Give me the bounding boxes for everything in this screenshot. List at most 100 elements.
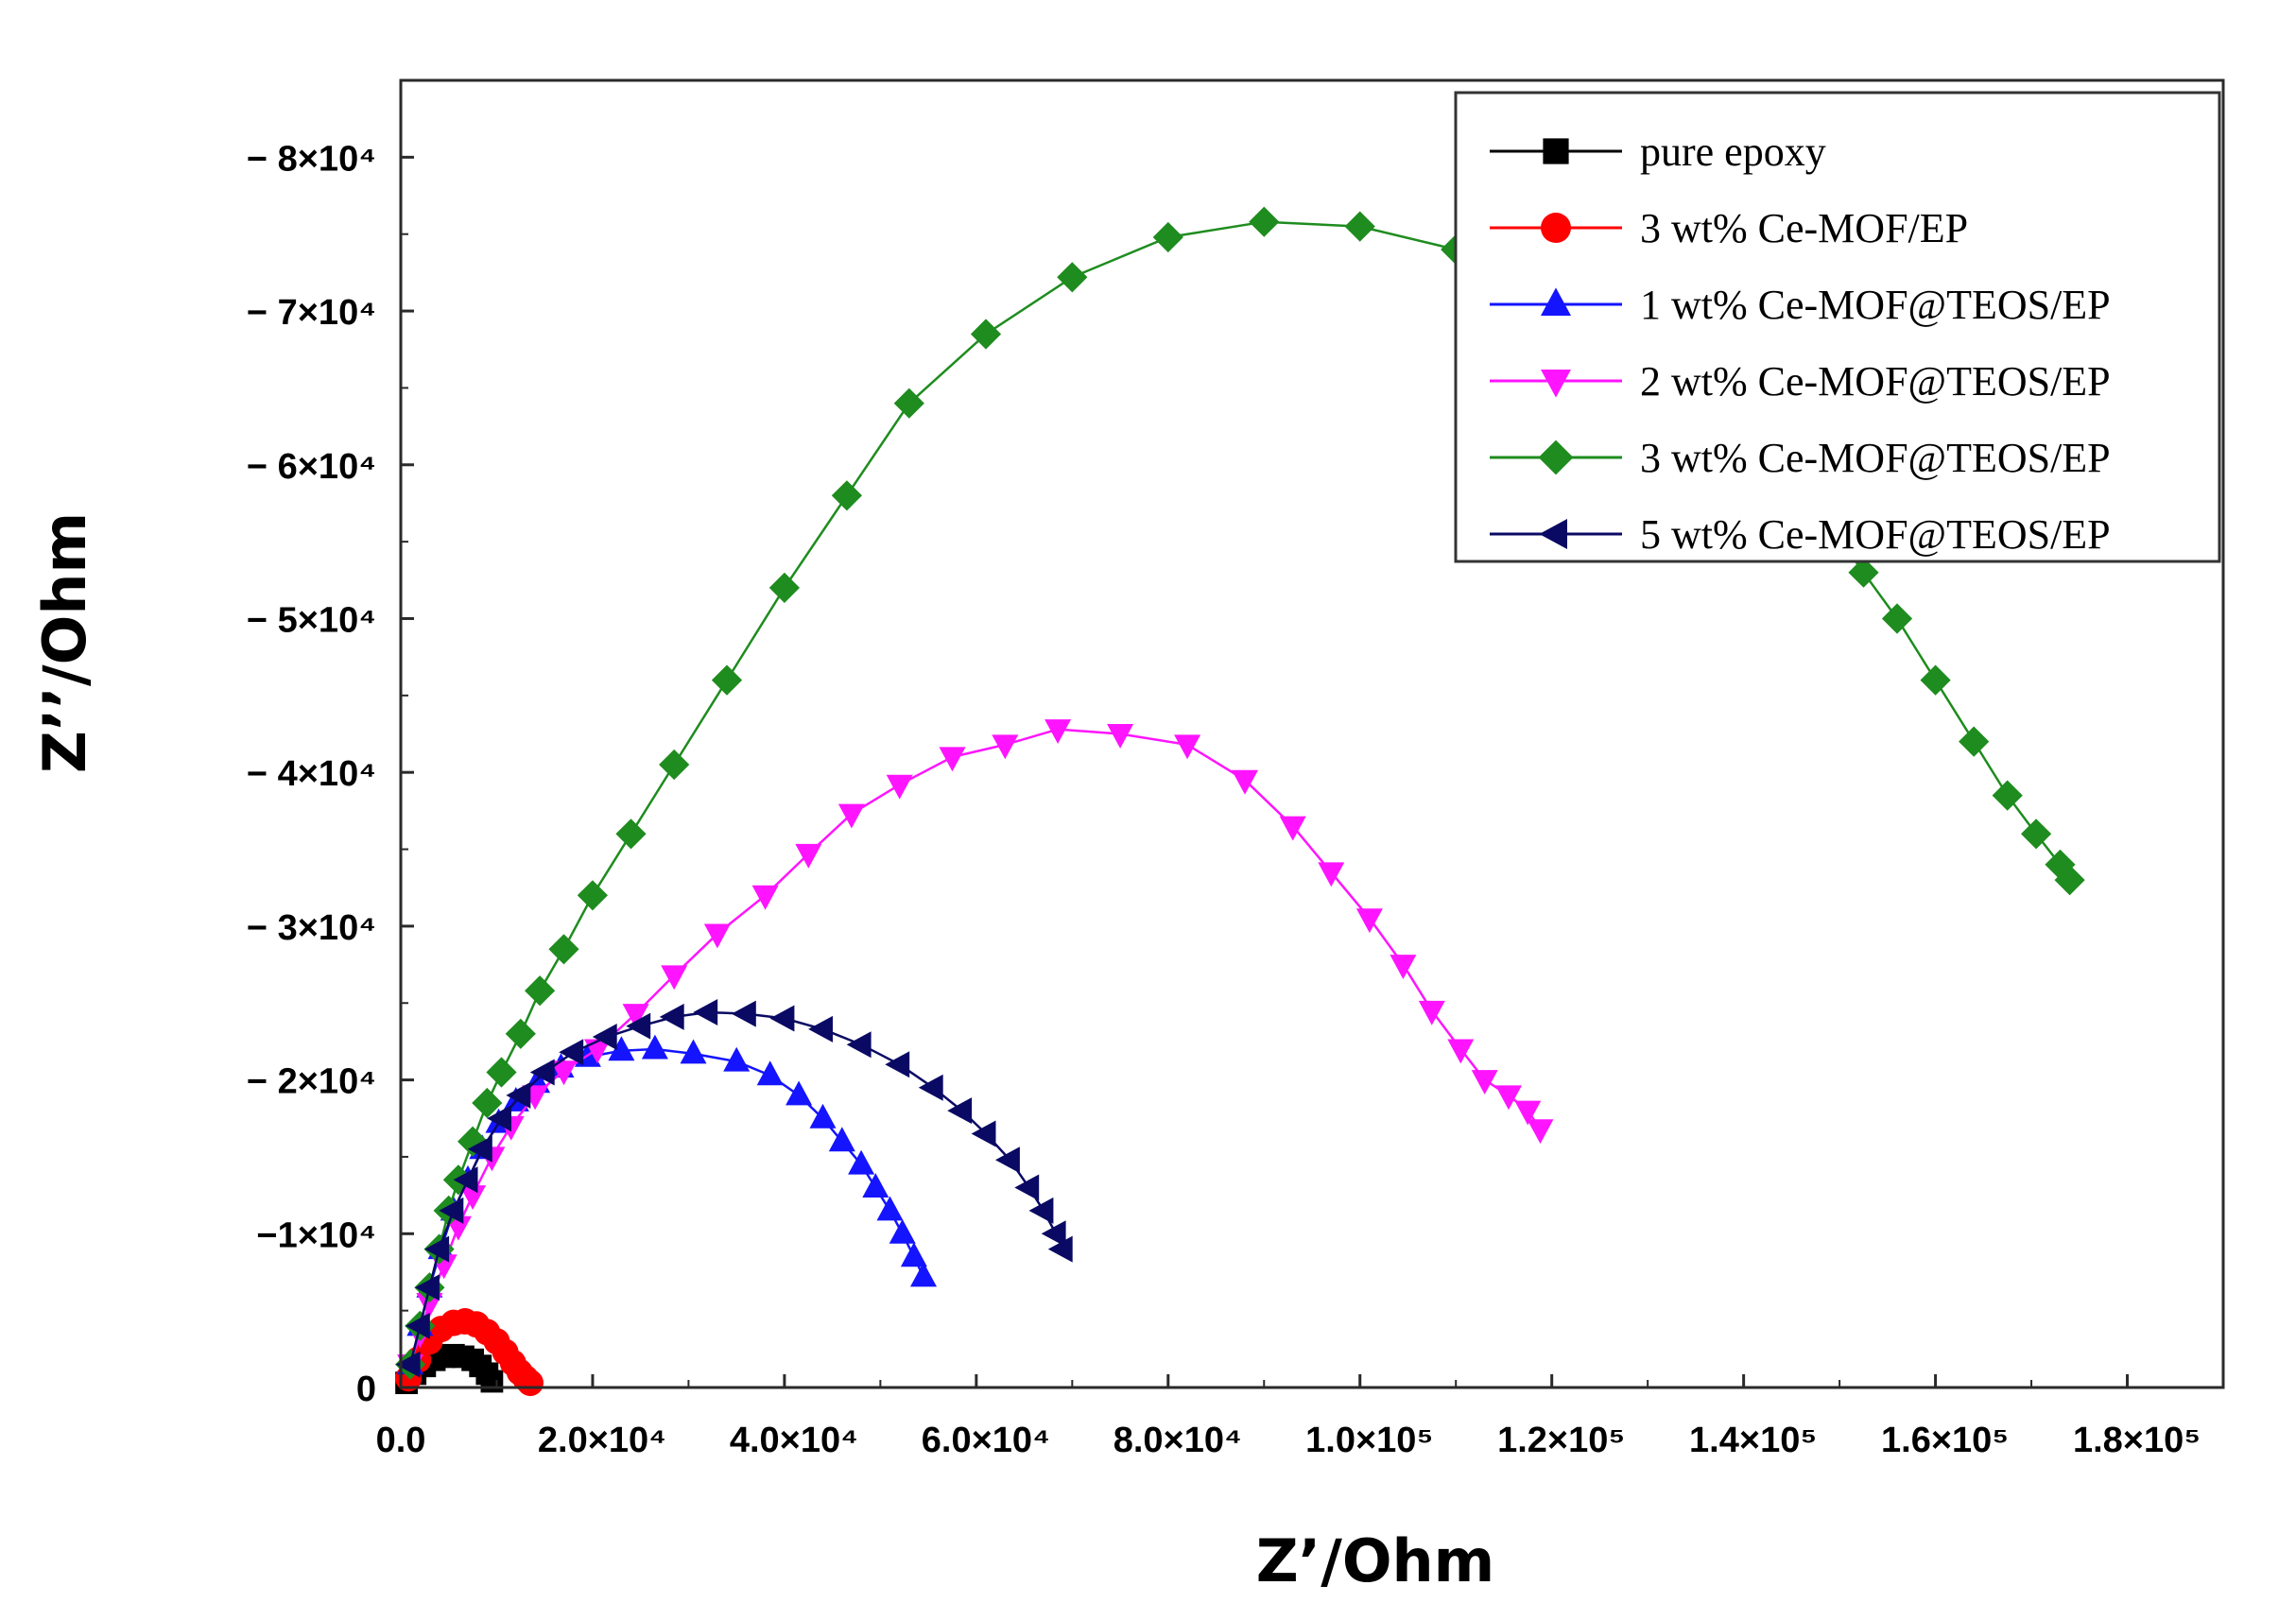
data-point	[486, 1057, 517, 1088]
data-point	[529, 1059, 555, 1086]
data-point	[395, 1351, 421, 1378]
data-point	[837, 803, 865, 829]
data-point	[457, 1126, 489, 1157]
y-tick-label: − 6×10⁴	[247, 447, 376, 487]
legend-entry: 3 wt% Ce-MOF@TEOS/EP	[1490, 435, 2111, 481]
legend: pure epoxy 3 wt% Ce-MOF/EP 1 wt% Ce-MOF@TE…	[1454, 91, 2221, 563]
x-tick-label: 1.0×10⁵	[1305, 1421, 1433, 1460]
x-tick-label: 1.8×10⁵	[2073, 1421, 2201, 1460]
data-point	[506, 1081, 531, 1109]
data-point	[1344, 211, 1375, 242]
legend-label: 2 wt% Ce-MOF@TEOS/EP	[1640, 358, 2111, 405]
x-axis-title: Z’/Ohm	[1256, 1526, 1495, 1595]
data-point	[809, 1103, 837, 1129]
data-point	[828, 1127, 855, 1152]
data-point	[1041, 1220, 1066, 1248]
data-point	[831, 480, 862, 511]
data-point	[939, 747, 966, 772]
legend-marker	[1541, 287, 1571, 316]
data-point	[661, 965, 688, 991]
data-point	[731, 1000, 756, 1027]
axis-layer: 0.0 2.0×10⁴ 4.0×10⁴ 6.0×10⁴ 8.0×10⁴ 1.0×10⁵ 1.…	[247, 139, 2201, 1460]
data-point	[1848, 557, 1879, 588]
legend-marker	[1543, 138, 1569, 164]
data-point	[885, 1051, 910, 1078]
data-point	[751, 885, 779, 910]
data-point	[795, 843, 822, 869]
data-point	[886, 774, 913, 800]
data-point	[1959, 726, 1990, 757]
series-6	[395, 999, 1073, 1378]
data-point	[453, 1166, 478, 1194]
data-point	[405, 1312, 430, 1339]
data-point	[1249, 206, 1280, 237]
y-tick-label: − 5×10⁴	[247, 600, 376, 640]
y-tick-label: −1×10⁴	[256, 1215, 376, 1255]
data-point	[505, 1018, 536, 1049]
data-point	[626, 1012, 651, 1040]
legend-box	[1454, 91, 2221, 563]
y-tick-label: − 8×10⁴	[247, 139, 376, 179]
data-point	[1355, 908, 1383, 934]
data-point	[1881, 603, 1913, 634]
data-point	[516, 1370, 544, 1397]
data-point	[889, 1218, 916, 1244]
legend-entry: pure epoxy	[1490, 129, 1826, 175]
data-point	[480, 1370, 504, 1393]
data-point	[768, 572, 800, 603]
data-point	[1232, 769, 1258, 795]
x-tick-label: 4.0×10⁴	[730, 1421, 858, 1460]
data-point	[680, 1039, 707, 1064]
data-point	[846, 1031, 872, 1059]
data-point	[1471, 1070, 1498, 1094]
data-point	[971, 1120, 996, 1147]
series-line	[408, 1010, 1064, 1365]
data-point	[808, 1015, 833, 1043]
data-point	[622, 1004, 649, 1028]
legend-marker	[1541, 213, 1571, 243]
y-tick-label: − 4×10⁴	[247, 754, 376, 794]
legend-label: 3 wt% Ce-MOF/EP	[1640, 205, 1968, 251]
data-point	[1920, 664, 1951, 696]
data-point	[876, 1196, 904, 1221]
data-point	[862, 1173, 889, 1198]
data-point	[1279, 816, 1306, 841]
data-point	[577, 880, 608, 911]
data-point	[1527, 1119, 1554, 1145]
y-tick-label: − 2×10⁴	[247, 1062, 376, 1102]
x-tick-label: 8.0×10⁴	[1113, 1421, 1242, 1460]
data-point	[1047, 1235, 1073, 1263]
data-point	[472, 1087, 503, 1119]
data-point	[893, 388, 924, 419]
x-tick-label: 6.0×10⁴	[922, 1421, 1050, 1460]
data-point	[693, 999, 718, 1025]
data-point	[1014, 1174, 1040, 1201]
data-point	[1390, 955, 1417, 979]
data-point	[1495, 1085, 1522, 1111]
x-tick-label: 1.2×10⁵	[1497, 1421, 1625, 1460]
data-point	[1447, 1039, 1475, 1064]
data-point	[1107, 724, 1134, 749]
data-point	[711, 664, 743, 696]
data-point	[918, 1074, 943, 1101]
data-point	[641, 1034, 668, 1060]
data-point	[415, 1274, 440, 1301]
x-tick-label: 1.6×10⁵	[1881, 1421, 2009, 1460]
legend-label: 1 wt% Ce-MOF@TEOS/EP	[1640, 282, 2111, 328]
legend-marker	[1539, 519, 1567, 549]
data-point	[1028, 1197, 1054, 1224]
data-point	[424, 1235, 450, 1263]
legend-entry: 2 wt% Ce-MOF@TEOS/EP	[1490, 358, 2111, 405]
data-point	[659, 1003, 684, 1030]
data-point	[1418, 1000, 1445, 1025]
data-point	[1318, 862, 1345, 888]
data-point	[947, 1097, 973, 1125]
legend-entry: 1 wt% Ce-MOF@TEOS/EP	[1490, 282, 2111, 328]
data-point	[659, 749, 690, 781]
legend-entry: 5 wt% Ce-MOF@TEOS/EP	[1490, 511, 2111, 558]
legend-label: 5 wt% Ce-MOF@TEOS/EP	[1640, 511, 2111, 558]
data-point	[487, 1105, 511, 1132]
data-point	[992, 734, 1019, 760]
data-point	[848, 1149, 875, 1175]
